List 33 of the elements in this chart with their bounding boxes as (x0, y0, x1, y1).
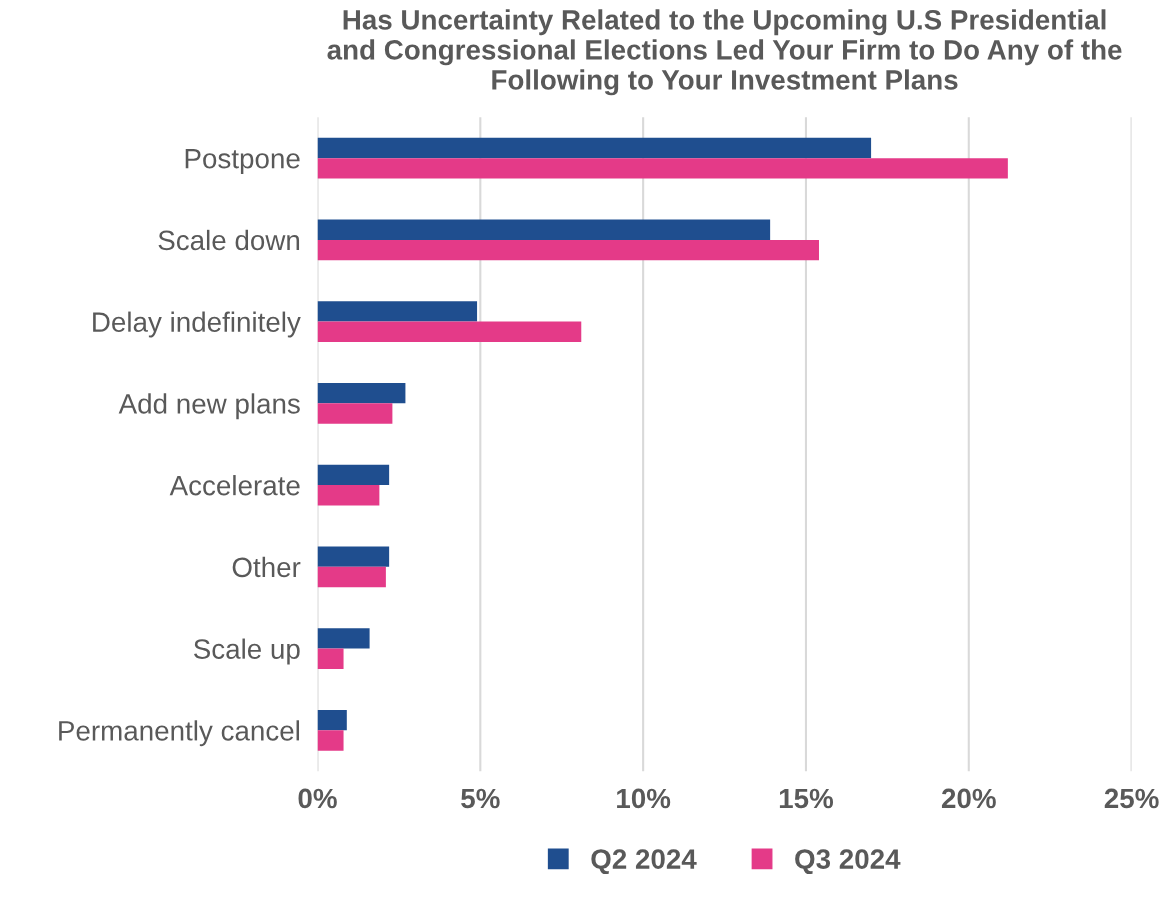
y-tick-label: Delay indefinitely (93, 311, 301, 338)
bar (317, 648, 344, 670)
bar (317, 219, 771, 240)
x-tick-label: 10% (617, 788, 671, 809)
y-tick-label: Add new plans (118, 393, 300, 420)
x-tick-label: 15% (779, 788, 834, 809)
y-tick-label: Postpone (185, 149, 300, 174)
bar (317, 628, 370, 649)
bar (317, 464, 390, 486)
legend-label: Q3 2024 (795, 849, 901, 875)
bar (317, 566, 386, 588)
bar (317, 158, 1008, 179)
bar (317, 709, 347, 731)
x-tick-label: 25% (1104, 788, 1159, 809)
bar (317, 137, 872, 159)
y-tick-label: Scale down (158, 229, 300, 251)
x-tick-label: 20% (941, 788, 996, 809)
bar (317, 301, 478, 322)
y-tick-label: Permanently cancel (59, 720, 299, 747)
x-tick-label: 5% (461, 788, 500, 809)
legend-label: Q2 2024 (591, 849, 697, 875)
bar (317, 485, 380, 506)
chart-title: Has Uncertainty Related to the Upcoming U.S Presidential and Congressional Elections Led Your Firm to Do Any of the Following to Your Investment Plans (327, 9, 1122, 96)
bar (317, 239, 819, 261)
bar (317, 321, 582, 343)
x-tick-label: 0% (298, 788, 337, 809)
bar (317, 546, 390, 567)
y-tick-label: Other (232, 556, 301, 578)
bar (317, 403, 393, 424)
bar (317, 382, 406, 404)
y-tick-label: Scale up (194, 638, 300, 665)
bar (317, 730, 344, 751)
y-tick-label: Accelerate (169, 475, 300, 496)
